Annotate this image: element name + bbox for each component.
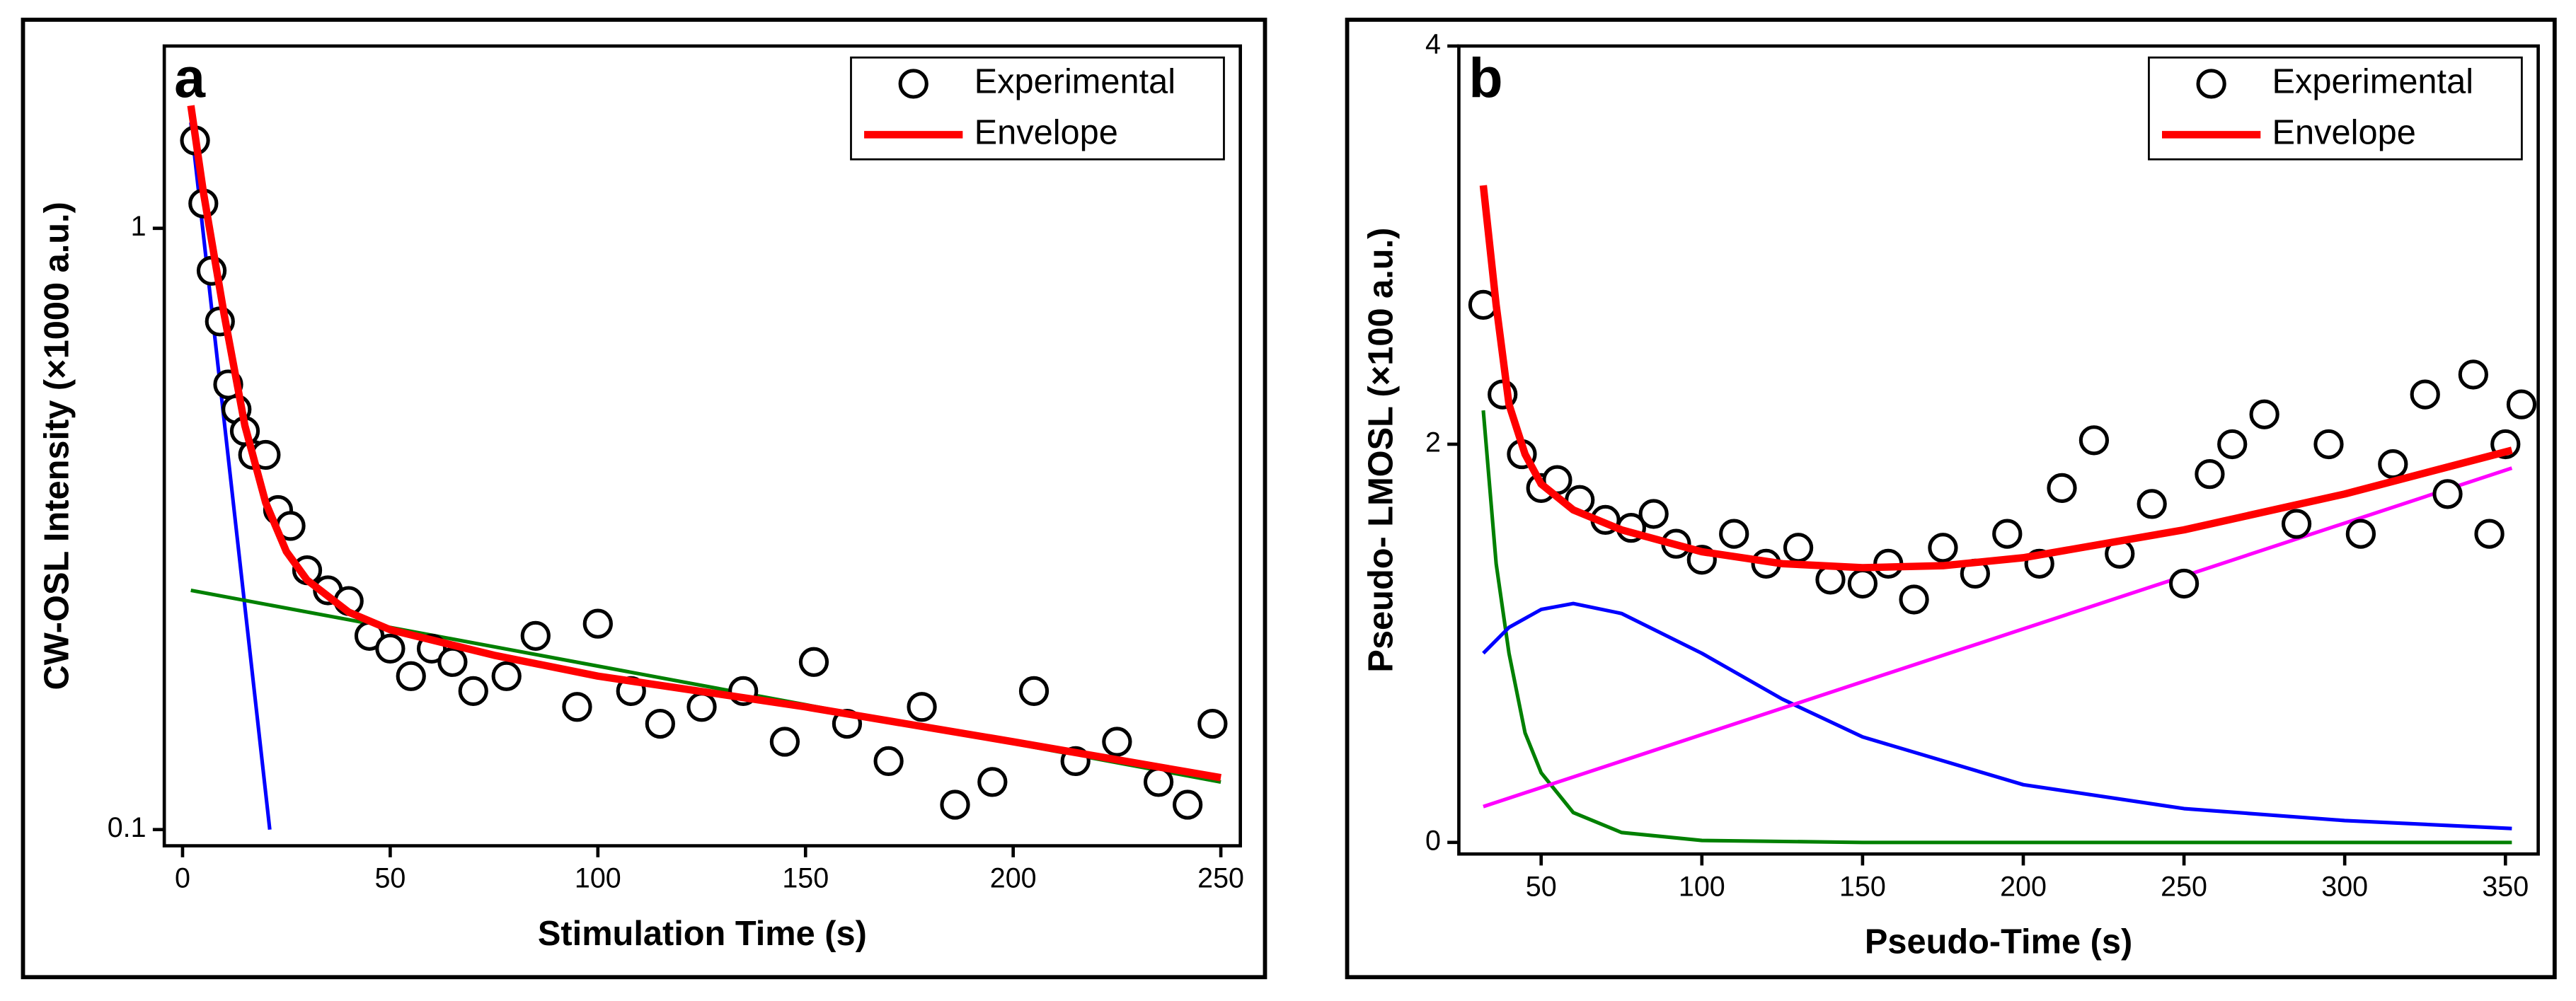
x-tick-label: 0 (175, 863, 190, 894)
data-point (562, 692, 592, 722)
x-tick-label: 350 (2482, 871, 2529, 902)
panel-frame (21, 18, 1267, 980)
data-point (1928, 533, 1958, 563)
data-point (2313, 429, 2344, 460)
data-point (1143, 767, 1174, 797)
data-point (1638, 499, 1669, 529)
data-point (645, 708, 675, 739)
data-point (2410, 379, 2440, 410)
data-line (187, 105, 1221, 782)
data-point (2217, 429, 2248, 460)
data-line (1481, 410, 2512, 845)
data-point (2168, 568, 2200, 599)
data-point (2281, 509, 2312, 539)
panel-label: b (1468, 47, 1502, 109)
x-tick-label: 200 (990, 863, 1037, 894)
data-point (458, 676, 488, 706)
data-point (2432, 479, 2463, 509)
x-tick-label: 150 (782, 863, 829, 894)
x-tick-label: 100 (1679, 871, 1725, 902)
data-point (1783, 533, 1814, 563)
x-tick-label: 200 (2000, 871, 2047, 902)
y-tick-label: 0 (1425, 825, 1441, 856)
data-point (2458, 359, 2488, 390)
legend-marker (898, 69, 928, 99)
data-point (2047, 473, 2077, 503)
y-tick-label: 2 (1425, 427, 1441, 458)
data-point (1102, 727, 1132, 757)
y-tick-label: 0.1 (108, 812, 146, 843)
x-tick-label: 50 (374, 863, 406, 894)
x-axis-label: Stimulation Time (s) (538, 915, 867, 953)
data-point (2345, 519, 2376, 549)
plot-area (1457, 44, 2540, 856)
data-point (1847, 568, 1878, 599)
x-tick-label: 150 (1839, 871, 1886, 902)
data-point (2378, 449, 2408, 480)
x-axis-label: Pseudo-Time (s) (1865, 923, 2132, 961)
data-line (1482, 601, 2512, 831)
data-point (1992, 519, 2023, 549)
plot-area (162, 44, 1242, 847)
data-point (873, 746, 904, 777)
data-point (2137, 489, 2167, 519)
data-point (375, 633, 406, 664)
data-point (1719, 519, 1749, 549)
data-point (940, 789, 970, 820)
data-point (491, 661, 522, 691)
data-point (396, 661, 426, 691)
legend-label: Experimental (974, 62, 1176, 100)
data-point (907, 692, 937, 722)
data-line (189, 122, 272, 831)
data-point (977, 767, 1008, 797)
data-point (1018, 676, 1050, 706)
y-axis-label: CW-OSL Intensity (×1000 a.u.) (38, 202, 76, 690)
data-point (798, 647, 829, 677)
data-point (686, 692, 717, 722)
x-tick-label: 100 (575, 863, 621, 894)
data-point (1173, 789, 1203, 820)
data-point (1899, 584, 1929, 615)
y-axis-label: Pseudo- LMOSL (×100 a.u.) (1362, 228, 1401, 673)
y-tick-label: 1 (131, 211, 146, 242)
x-tick-label: 300 (2321, 871, 2368, 902)
legend-label: Envelope (974, 113, 1118, 151)
data-point (2506, 389, 2537, 420)
x-tick-label: 50 (1526, 871, 1557, 902)
panel-frame (1345, 18, 2557, 980)
legend-label: Envelope (2272, 113, 2416, 151)
legend-label: Experimental (2272, 62, 2474, 100)
y-tick-label: 4 (1425, 28, 1441, 59)
x-tick-label: 250 (2161, 871, 2207, 902)
data-point (2474, 519, 2505, 549)
legend-marker (2196, 69, 2226, 99)
data-point (2249, 399, 2279, 429)
data-point (520, 620, 551, 651)
panel-label: a (174, 47, 206, 109)
data-point (769, 727, 800, 757)
data-point (2078, 425, 2110, 456)
data-point (437, 647, 468, 677)
data-point (582, 608, 613, 639)
data-point (1815, 565, 1846, 595)
data-line (1479, 185, 2513, 572)
data-line (1483, 466, 2513, 809)
x-tick-label: 250 (1197, 863, 1244, 894)
data-point (1197, 708, 1228, 739)
data-point (2195, 459, 2225, 490)
